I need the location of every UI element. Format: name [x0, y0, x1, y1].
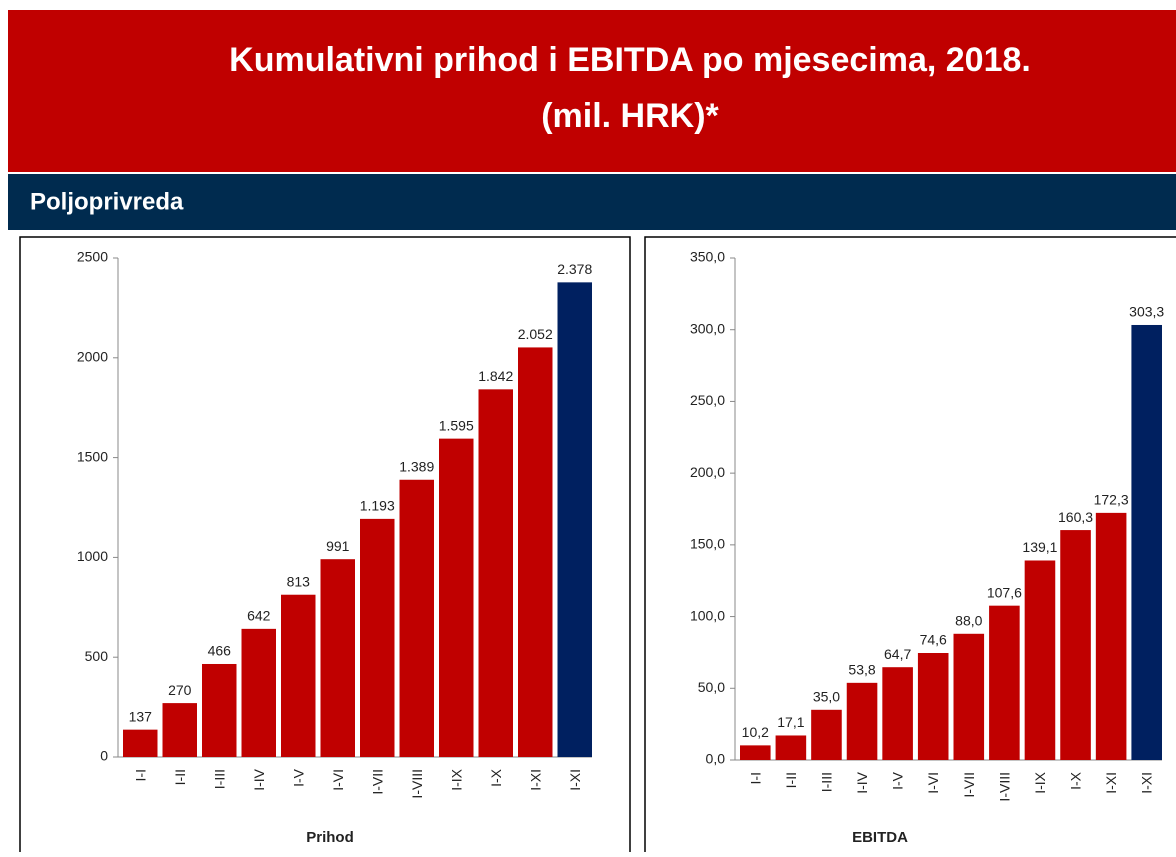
bar — [518, 347, 553, 757]
bar — [846, 682, 878, 760]
x-tick-label: I-V — [890, 771, 906, 790]
bar — [953, 633, 985, 760]
section-title: Poljoprivreda — [30, 188, 184, 215]
value-label: 88,0 — [955, 612, 982, 628]
y-tick-label: 500 — [85, 648, 109, 664]
header-band — [8, 10, 1176, 172]
value-label: 1.595 — [439, 417, 474, 433]
bar — [1024, 560, 1056, 760]
x-tick-label: I-II — [172, 769, 188, 785]
value-label: 53,8 — [848, 662, 875, 678]
y-tick-label: 200,0 — [690, 464, 725, 480]
bar — [811, 709, 842, 760]
y-tick-label: 0,0 — [706, 751, 726, 767]
bar — [1131, 324, 1162, 760]
value-label: 137 — [129, 708, 153, 724]
x-tick-label: I-IX — [448, 768, 464, 790]
y-tick-label: 150,0 — [690, 536, 725, 552]
bar — [123, 729, 158, 757]
subtitle: (mil. HRK)* — [541, 97, 719, 135]
value-label: 991 — [326, 538, 350, 554]
x-tick-label: I-X — [488, 768, 504, 787]
title: Kumulativni prihod i EBITDA po mjesecima… — [229, 41, 1031, 79]
value-label: 270 — [168, 682, 192, 698]
bar — [281, 594, 316, 757]
value-label: 1.842 — [478, 368, 513, 384]
y-tick-label: 350,0 — [690, 249, 725, 265]
bar — [478, 389, 513, 757]
x-tick-label: I-VI — [925, 772, 941, 794]
x-tick-label: I-III — [211, 769, 227, 789]
value-label: 2.052 — [518, 326, 553, 342]
section-band — [8, 174, 1176, 230]
value-label: 17,1 — [777, 714, 804, 730]
bar — [740, 745, 771, 760]
y-tick-label: 1500 — [77, 448, 108, 464]
x-tick-label: I-VII — [961, 772, 977, 798]
value-label: 2.378 — [557, 261, 592, 277]
bar — [439, 438, 474, 757]
value-label: 107,6 — [987, 584, 1022, 600]
bar — [989, 605, 1020, 760]
x-tick-label: I-XI — [567, 769, 583, 791]
value-label: 466 — [208, 643, 232, 659]
value-label: 1.389 — [399, 458, 434, 474]
value-label: 74,6 — [920, 632, 947, 648]
y-tick-label: 50,0 — [698, 679, 725, 695]
bar — [1060, 530, 1091, 760]
bar — [162, 703, 197, 757]
value-label: 160,3 — [1058, 509, 1093, 525]
bar — [320, 559, 355, 757]
bar — [202, 663, 237, 757]
y-tick-label: 250,0 — [690, 392, 725, 408]
x-tick-label: I-I — [132, 769, 148, 781]
x-tick-label: I-VIII — [409, 769, 425, 799]
value-label: 813 — [287, 573, 311, 589]
value-label: 35,0 — [813, 689, 840, 705]
y-tick-label: 2500 — [77, 249, 108, 265]
y-tick-label: 0 — [100, 748, 108, 764]
y-tick-label: 1000 — [77, 548, 108, 564]
value-label: 303,3 — [1129, 304, 1164, 320]
bar — [882, 667, 913, 760]
x-tick-label: I-VIII — [996, 772, 1012, 802]
x-axis-label: Prihod — [306, 829, 354, 846]
x-tick-label: I-VII — [369, 769, 385, 795]
bar — [917, 653, 949, 760]
x-axis-label: EBITDA — [852, 829, 908, 846]
x-tick-label: I-I — [747, 772, 763, 784]
x-tick-label: I-IV — [854, 771, 870, 793]
value-label: 172,3 — [1094, 492, 1129, 508]
x-tick-label: I-II — [783, 772, 799, 788]
x-tick-label: I-III — [818, 772, 834, 792]
x-tick-label: I-XI — [1139, 772, 1155, 794]
bar — [399, 479, 434, 757]
x-tick-label: I-V — [290, 768, 306, 787]
y-tick-label: 100,0 — [690, 607, 725, 623]
value-label: 139,1 — [1022, 539, 1057, 555]
bar — [241, 628, 276, 757]
value-label: 10,2 — [742, 724, 769, 740]
bar — [775, 735, 807, 760]
bar — [557, 282, 592, 757]
x-tick-label: I-XI — [1103, 772, 1119, 794]
x-tick-label: I-IX — [1032, 771, 1048, 793]
x-tick-label: I-IV — [251, 768, 267, 790]
x-tick-label: I-VI — [330, 769, 346, 791]
y-tick-label: 2000 — [77, 349, 108, 365]
value-label: 642 — [247, 608, 271, 624]
x-tick-label: I-X — [1068, 771, 1084, 790]
bar — [360, 518, 395, 757]
value-label: 1.193 — [360, 498, 395, 514]
x-tick-label: I-XI — [527, 769, 543, 791]
bar — [1095, 512, 1127, 760]
y-tick-label: 300,0 — [690, 320, 725, 336]
value-label: 64,7 — [884, 646, 911, 662]
